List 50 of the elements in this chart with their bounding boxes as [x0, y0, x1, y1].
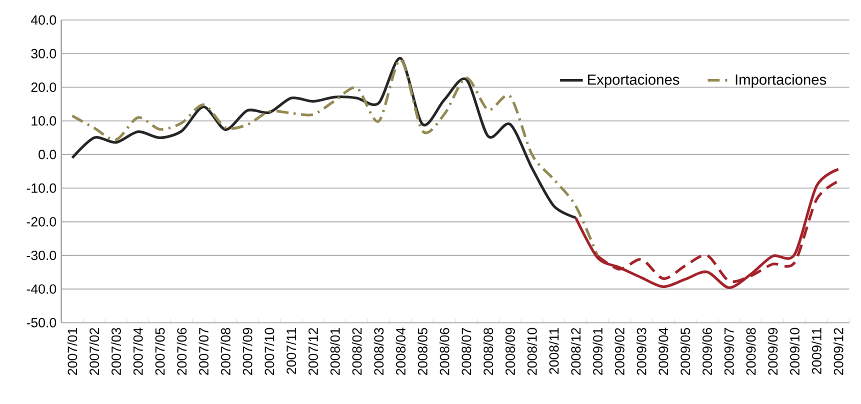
x-tick-label: 2009/09: [768, 328, 778, 375]
x-tick-label: 2008/08: [483, 328, 494, 375]
y-tick-label: 30.0: [31, 48, 56, 58]
x-tick-label: 2008/03: [374, 328, 384, 375]
y-tick-label: -30.0: [26, 250, 56, 260]
y-tick-label: -20.0: [26, 217, 56, 226]
x-tick-label: 2009/10: [790, 328, 800, 375]
x-tick-label: 2007/02: [89, 328, 100, 375]
x-tick-label: 2007/01: [67, 328, 78, 375]
x-tick-label: 2008/06: [439, 328, 450, 375]
x-tick-label: 2008/04: [396, 328, 406, 375]
y-tick-label: 10.0: [32, 116, 56, 126]
y-tick-label: -10.0: [26, 183, 56, 193]
x-tick-label: 2008/12: [570, 328, 581, 375]
x-tick-label: 2007/07: [198, 328, 209, 375]
x-tick-label: 2009/07: [724, 328, 734, 375]
legend-label: Exportaciones: [588, 74, 680, 88]
x-tick-label: 2009/06: [702, 328, 712, 375]
y-tick-label: 40.0: [30, 15, 56, 25]
x-tick-label: 2009/05: [680, 328, 690, 375]
x-tick-label: 2007/12: [308, 328, 318, 375]
y-tick-label: 0.0: [38, 150, 56, 160]
line-series: [574, 168, 840, 290]
x-tick-label: 2008/07: [461, 328, 472, 375]
x-tick-label: 2008/09: [505, 328, 515, 375]
x-tick-label: 2008/10: [527, 328, 537, 375]
x-tick-label: 2009/03: [636, 328, 646, 375]
x-tick-label: 2009/02: [614, 328, 624, 375]
x-tick-label: 2007/11: [286, 328, 296, 374]
x-tick-label: 2009/08: [746, 328, 756, 375]
x-tick-label: 2007/09: [242, 328, 252, 375]
x-tick-label: 2009/12: [833, 328, 844, 375]
x-tick-label: 2009/11: [812, 328, 822, 374]
legend-label: Importaciones: [736, 74, 826, 88]
x-tick-label: 2007/04: [133, 328, 143, 375]
x-tick-label: 2008/02: [352, 328, 362, 375]
y-tick-label: 20.0: [31, 82, 56, 92]
x-tick-label: 2008/11: [548, 328, 559, 374]
y-tick-label: -40.0: [26, 284, 56, 294]
x-tick-label: 2008/01: [330, 328, 340, 375]
x-tick-label: 2007/05: [154, 328, 165, 375]
x-tick-label: 2009/04: [658, 328, 668, 375]
line-series: [70, 57, 578, 220]
x-tick-label: 2007/06: [176, 328, 187, 375]
x-tick-label: 2007/10: [264, 328, 274, 375]
x-tick-label: 2007/08: [220, 328, 230, 375]
y-tick-label: -50.0: [26, 318, 56, 328]
x-tick-label: 2008/05: [418, 328, 428, 375]
x-tick-label: 2009/01: [592, 328, 603, 375]
x-tick-label: 2007/03: [111, 328, 121, 375]
